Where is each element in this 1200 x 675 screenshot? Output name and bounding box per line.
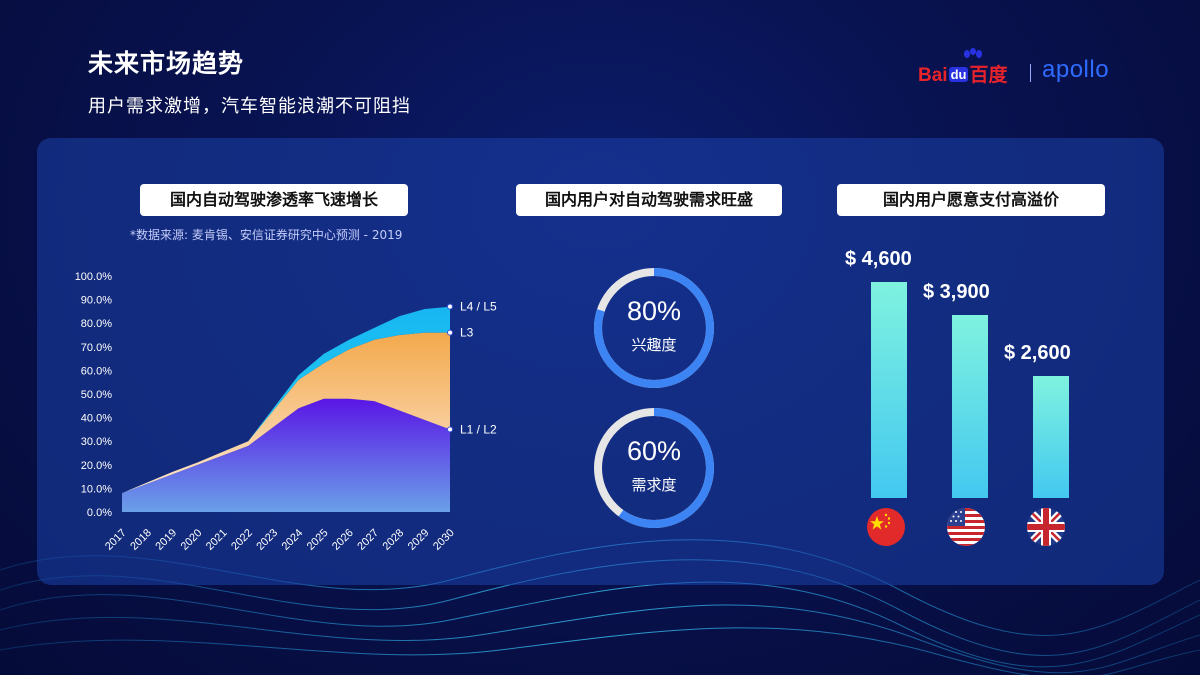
china-flag-icon bbox=[867, 508, 905, 546]
x-tick-label: 2018 bbox=[128, 527, 154, 553]
bar-value-label: $ 2,600 bbox=[1004, 341, 1071, 364]
y-tick-label: 80.0% bbox=[81, 318, 112, 330]
x-tick-label: 2030 bbox=[431, 527, 457, 553]
y-tick-label: 100.0% bbox=[75, 271, 113, 283]
x-tick-label: 2023 bbox=[254, 527, 280, 553]
apollo-logo: apollo bbox=[1042, 56, 1110, 83]
demand-ring: 60% 需求度 bbox=[588, 402, 720, 534]
penetration-area-chart: 0.0% 10.0% 20.0% 30.0% 40.0% 50.0% 60.0% 70.0% 8… bbox=[75, 271, 497, 553]
x-tick-label: 2026 bbox=[330, 527, 356, 553]
logo-divider bbox=[1030, 64, 1031, 82]
left-panel-heading: 国内自动驾驶渗透率飞速增长 bbox=[140, 184, 408, 216]
data-source-note: *数据来源: 麦肯锡、安信证券研究中心预测 - 2019 bbox=[130, 228, 403, 242]
demand-ring-arc bbox=[594, 408, 714, 528]
x-tick-label: 2017 bbox=[103, 527, 129, 553]
bar bbox=[1033, 375, 1069, 498]
baidu-logo-part: Bai bbox=[918, 65, 948, 86]
bar bbox=[871, 282, 907, 498]
y-tick-label: 20.0% bbox=[81, 460, 112, 472]
x-tick-label: 2025 bbox=[305, 527, 331, 553]
y-tick-label: 0.0% bbox=[87, 507, 112, 519]
baidu-logo-du: du bbox=[948, 67, 969, 82]
interest-ring: 80% 兴趣度 bbox=[588, 262, 720, 394]
x-tick-label: 2021 bbox=[204, 527, 230, 553]
area-series-1 bbox=[122, 398, 450, 512]
y-tick-label: 70.0% bbox=[81, 342, 112, 354]
baidu-paw-icon bbox=[964, 48, 982, 58]
series-label: L4 / L5 bbox=[460, 300, 497, 314]
x-tick-label: 2029 bbox=[406, 527, 432, 553]
x-tick-label: 2024 bbox=[280, 527, 306, 553]
bar bbox=[952, 314, 988, 498]
y-tick-label: 30.0% bbox=[81, 436, 112, 448]
interest-ring-arc bbox=[594, 268, 714, 388]
interest-value: 80% bbox=[626, 296, 682, 326]
bar-value-label: $ 4,600 bbox=[845, 248, 912, 270]
area-series-2 bbox=[122, 332, 450, 494]
x-tick-label: 2019 bbox=[153, 527, 179, 553]
y-tick-label: 10.0% bbox=[81, 483, 112, 495]
series-end-marker bbox=[447, 329, 453, 336]
wave-background bbox=[0, 539, 1200, 675]
series-label: L1 / L2 bbox=[460, 422, 497, 436]
middle-panel-heading: 国内用户对自动驾驶需求旺盛 bbox=[516, 184, 782, 216]
usa-flag-icon bbox=[947, 508, 985, 546]
area-series-3 bbox=[122, 306, 450, 494]
y-tick-label: 40.0% bbox=[81, 413, 112, 425]
x-tick-label: 2028 bbox=[381, 527, 407, 553]
interest-label: 兴趣度 bbox=[631, 336, 677, 354]
x-tick-label: 2022 bbox=[229, 527, 255, 553]
y-tick-label: 60.0% bbox=[81, 365, 112, 377]
series-end-marker bbox=[447, 303, 453, 310]
right-panel-heading: 国内用户愿意支付高溢价 bbox=[837, 184, 1105, 216]
demand-label: 需求度 bbox=[631, 476, 677, 494]
y-tick-label: 90.0% bbox=[81, 295, 112, 307]
series-end-marker bbox=[447, 426, 453, 433]
baidu-logo-part: 百度 bbox=[969, 65, 1008, 86]
bar-value-label: $ 3,900 bbox=[923, 280, 990, 303]
y-tick-label: 50.0% bbox=[81, 389, 112, 401]
x-tick-label: 2027 bbox=[355, 527, 381, 553]
page-subtitle: 用户需求激增，汽车智能浪潮不可阻挡 bbox=[88, 96, 411, 117]
page-title: 未来市场趋势 bbox=[88, 49, 245, 78]
baidu-logo: Bai du 百度 bbox=[918, 60, 1007, 87]
logo-group: Bai du 百度 apollo bbox=[918, 48, 1128, 94]
series-label: L3 bbox=[460, 326, 474, 340]
uk-flag-icon bbox=[1027, 508, 1065, 546]
x-tick-label: 2020 bbox=[179, 527, 205, 553]
demand-value: 60% bbox=[626, 436, 682, 466]
